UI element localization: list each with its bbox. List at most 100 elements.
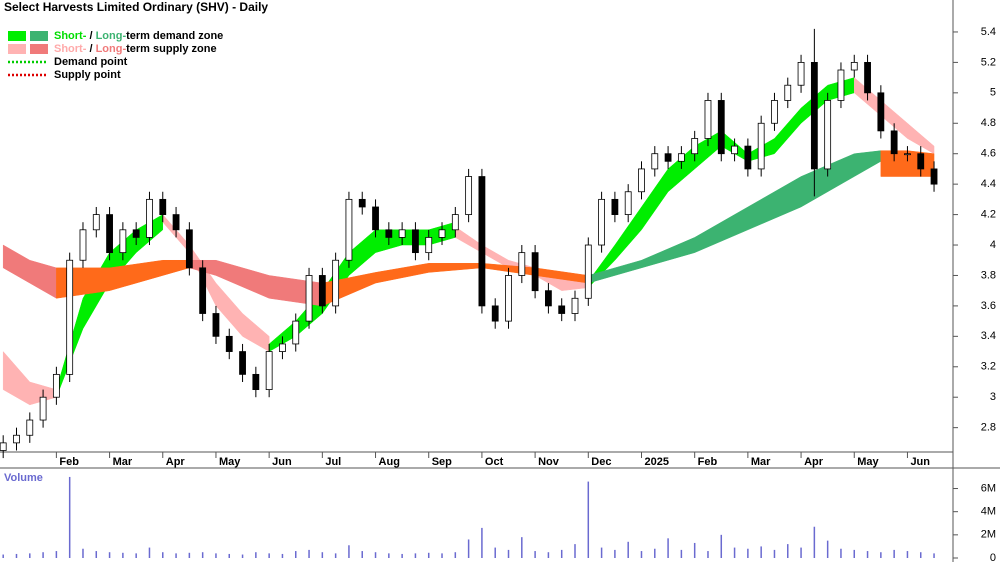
candle-body [239, 351, 246, 375]
y-tick-label: 3.8 [981, 269, 996, 281]
volume-bar [201, 552, 204, 558]
legend-text: term demand zone [126, 30, 223, 42]
volume-bar [587, 481, 590, 558]
volume-bar [481, 527, 483, 558]
candle-body [52, 373, 60, 398]
volume-bar [494, 547, 496, 558]
volume-bar [654, 548, 656, 558]
volume-bar [42, 552, 44, 558]
x-tick-label: Feb [59, 456, 79, 468]
candle-body [677, 153, 685, 162]
volume-bar [108, 552, 111, 558]
volume-title: Volume [4, 472, 43, 484]
candle-body [451, 214, 459, 231]
candle-body [358, 198, 366, 208]
candle-body [797, 61, 805, 86]
x-tick-label: Aug [379, 456, 400, 468]
x-tick-label: Sep [432, 456, 452, 468]
candle-body [824, 100, 832, 170]
candle-body [225, 335, 233, 352]
volume-bar [600, 547, 603, 558]
volume-bar [747, 548, 749, 558]
volume-bar [148, 547, 151, 558]
candle-body [505, 275, 512, 322]
volume-bar [175, 553, 177, 558]
y-tick-label: 4.6 [981, 148, 996, 160]
chart-title: Select Harvests Limited Ordinary (SHV) -… [4, 0, 268, 14]
y-tick-label: 2.8 [981, 422, 996, 434]
x-tick-label: Mar [751, 456, 771, 468]
volume-bar [228, 553, 231, 558]
y-tick-label: 5.2 [981, 56, 996, 68]
candle-body [318, 275, 326, 307]
candle-body [465, 176, 473, 215]
candle-body [119, 229, 127, 254]
candle-body [398, 229, 406, 238]
volume-bar [15, 553, 18, 558]
volume-bar [95, 551, 98, 558]
legend-text: Long- [96, 43, 127, 55]
candle-body [584, 244, 592, 299]
candle-body [132, 229, 140, 238]
volume-bar [82, 548, 84, 558]
volume-bar [268, 553, 270, 558]
candle-body [252, 373, 260, 391]
candle-body [611, 198, 619, 215]
volume-bar [933, 553, 935, 558]
x-tick-label: Apr [804, 456, 824, 468]
candle-body [651, 153, 659, 170]
x-tick-label: Feb [698, 456, 718, 468]
volume-bar [893, 549, 895, 558]
x-tick-label: 2025 [644, 456, 668, 468]
volume-bar [162, 552, 164, 558]
volume-bar [773, 549, 776, 558]
candle-body [372, 206, 379, 231]
legend-label: Short- / Long-term demand zone [54, 30, 223, 42]
candle-body [13, 434, 20, 444]
y-tick-label: 6M [981, 482, 996, 494]
candle-body [212, 313, 220, 337]
legend-label: Demand point [54, 56, 128, 68]
legend-text: / [86, 30, 95, 42]
legend-text: Demand point [54, 56, 128, 68]
volume-bar [507, 549, 510, 558]
volume-bar [215, 553, 217, 558]
candle-body [518, 252, 526, 276]
x-tick-label: May [857, 456, 879, 468]
candle-body [265, 351, 273, 391]
candle-body [0, 442, 7, 451]
legend-text: / [86, 43, 95, 55]
candle-body [185, 229, 193, 269]
candle-body [172, 214, 180, 231]
legend-swatch [8, 44, 26, 54]
candle-body [279, 343, 286, 352]
volume-bar [919, 552, 922, 558]
y-tick-label: 4.4 [981, 178, 996, 190]
candle-body [438, 229, 446, 238]
volume-bar [308, 549, 310, 558]
legend-text: Long- [96, 30, 127, 42]
volume-bar [800, 547, 802, 558]
volume-bar [640, 551, 643, 558]
candle-body [531, 252, 539, 292]
candle-body [691, 138, 699, 155]
volume-bar [68, 476, 71, 558]
candle-body [757, 122, 765, 170]
candle-body [877, 92, 885, 132]
candle-body [731, 145, 738, 155]
candle-body [717, 100, 725, 155]
y-tick-label: 4.8 [981, 117, 996, 129]
volume-bar [388, 553, 390, 558]
candle-body [784, 84, 792, 101]
candle-body [624, 191, 632, 215]
legend-swatch [30, 31, 48, 41]
volume-bar [667, 538, 669, 558]
volume-bar [693, 542, 696, 558]
y-tick-label: 5 [990, 87, 996, 99]
candle-body [425, 237, 433, 254]
volume-bar [361, 551, 363, 558]
volume-bar [614, 549, 616, 558]
candle-body [917, 153, 925, 170]
volume-bar [255, 552, 257, 558]
volume-bar [467, 539, 470, 558]
